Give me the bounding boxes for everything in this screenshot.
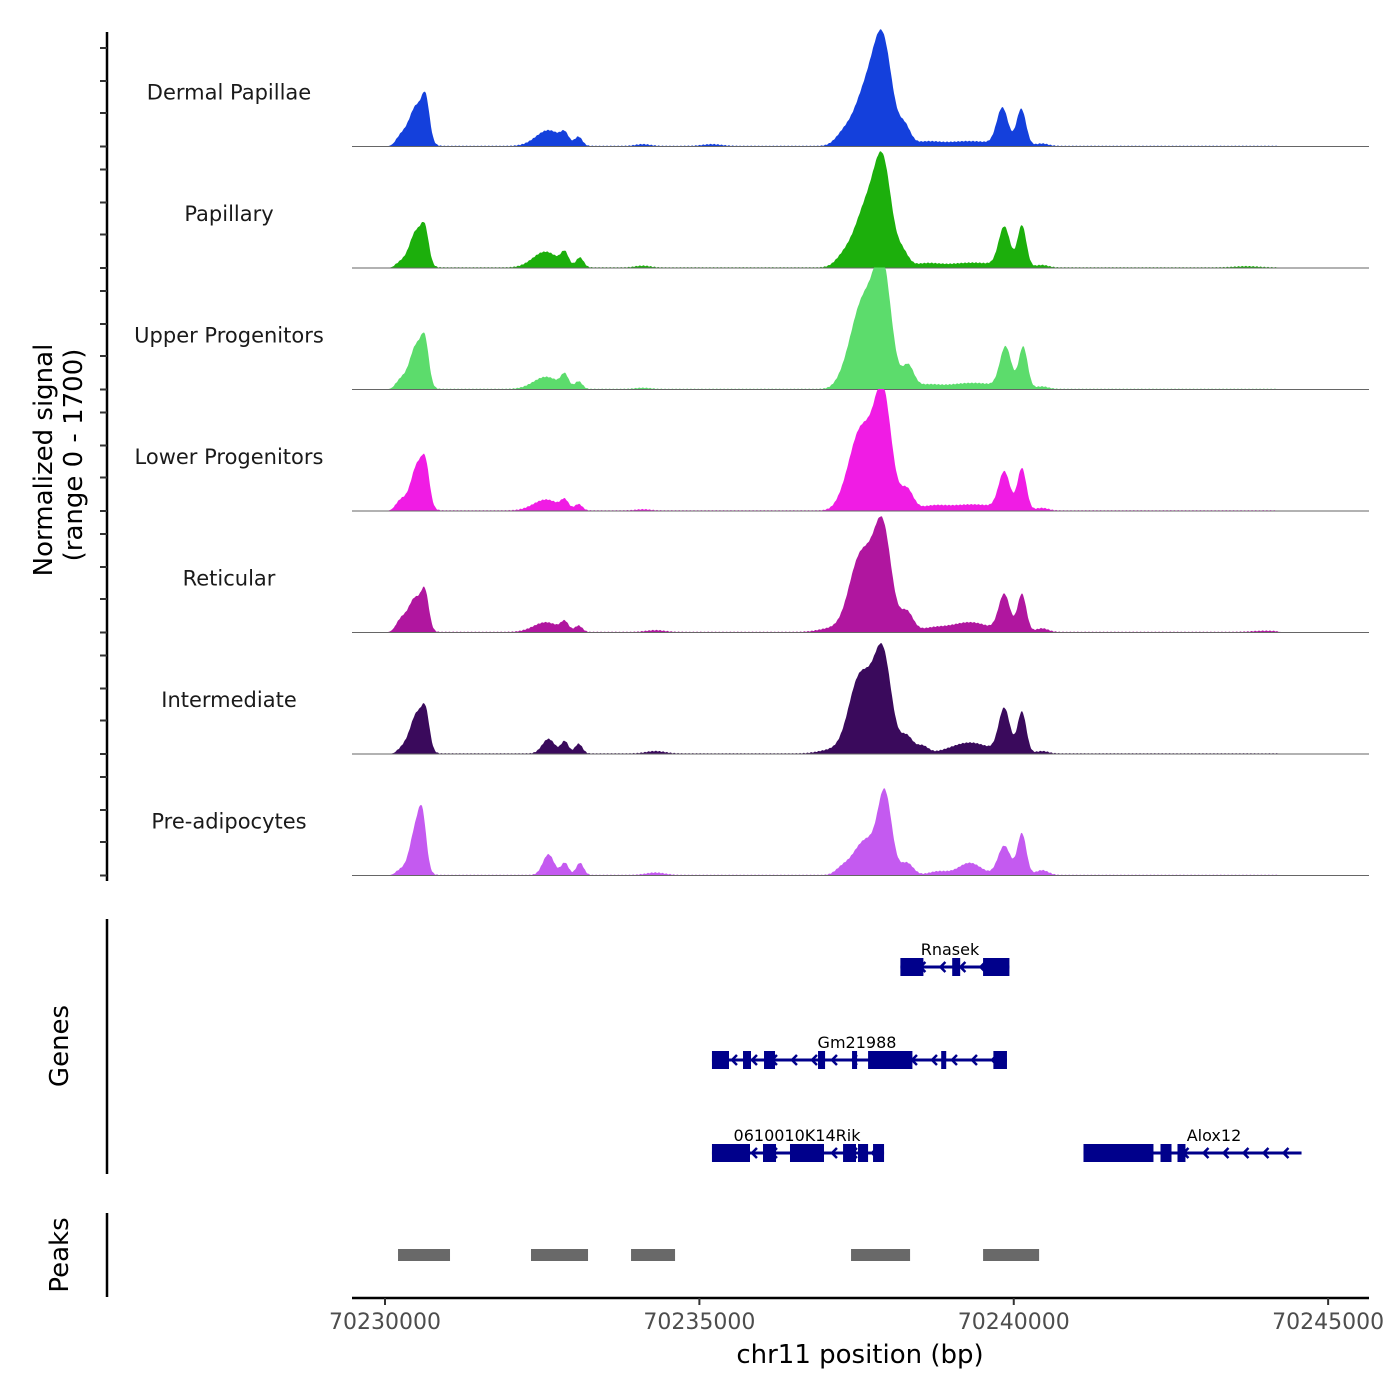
gene-label: Rnasek — [921, 940, 980, 959]
coverage-area-pre-adipocytes — [352, 788, 1369, 876]
coverage-area-upper-progenitors — [352, 267, 1369, 390]
gene-rnasek[interactable]: Rnasek — [900, 940, 1010, 976]
signal-y-axis — [100, 32, 109, 881]
track-label-pre-adipocytes: Pre-adipocytes — [151, 810, 306, 834]
gene-exon — [983, 958, 1010, 976]
track-upper-progenitors — [352, 267, 1369, 390]
strand-arrow-icon — [750, 1054, 758, 1066]
strand-arrow-icon — [830, 1147, 838, 1159]
gene-exon — [711, 1051, 729, 1069]
strand-arrow-icon — [958, 961, 967, 973]
x-tick-label: 70240000 — [958, 1310, 1070, 1335]
strand-arrow-icon — [750, 1147, 758, 1159]
peaks-panel — [398, 1249, 1040, 1261]
strand-arrow-icon — [1241, 1147, 1250, 1159]
gene-label: Gm21988 — [818, 1033, 897, 1052]
gene-0610010k14rik[interactable]: 0610010K14Rik — [711, 1126, 885, 1162]
gene-exon — [993, 1051, 1007, 1069]
strand-arrow-icon — [1221, 1147, 1230, 1159]
peak-region[interactable] — [983, 1249, 1040, 1261]
track-pre-adipocytes — [352, 788, 1369, 876]
strand-arrow-icon — [830, 1054, 838, 1066]
x-tick-label: 70230000 — [329, 1310, 441, 1335]
genes-panel: Rnasek Gm21988 0610010K14Rik Alox12 — [711, 940, 1302, 1162]
gene-exon — [743, 1051, 752, 1069]
peaks-panel-title: Peaks — [45, 1217, 75, 1292]
strand-arrow-icon — [1281, 1147, 1290, 1159]
coverage-panel — [352, 29, 1369, 876]
gene-exon — [843, 1144, 857, 1162]
gene-exon — [952, 958, 961, 976]
strand-arrow-icon — [810, 1054, 818, 1066]
coverage-area-reticular — [352, 516, 1369, 633]
gene-label: Alox12 — [1187, 1126, 1242, 1145]
peak-region[interactable] — [398, 1249, 451, 1261]
gene-exon — [900, 958, 924, 976]
coverage-area-lower-progenitors — [352, 389, 1369, 511]
track-label-intermediate: Intermediate — [161, 688, 297, 712]
gene-exon — [852, 1051, 858, 1069]
track-label-upper-progenitors: Upper Progenitors — [134, 324, 324, 348]
strand-arrow-icon — [1201, 1147, 1210, 1159]
peak-region[interactable] — [631, 1249, 676, 1261]
gene-alox12[interactable]: Alox12 — [1083, 1126, 1302, 1162]
gene-exon — [711, 1144, 750, 1162]
strand-arrow-icon — [950, 1054, 958, 1066]
strand-arrow-icon — [1261, 1147, 1270, 1159]
y-axis-title-line2: (range 0 - 1700) — [59, 349, 89, 562]
gene-exon — [868, 1051, 913, 1069]
x-tick-label: 70245000 — [1272, 1310, 1384, 1335]
track-lower-progenitors — [352, 389, 1369, 512]
track-label-lower-progenitors: Lower Progenitors — [135, 445, 324, 469]
gene-exon — [858, 1144, 869, 1162]
gene-exon — [764, 1051, 776, 1069]
track-labels: Dermal Papillae Papillary Upper Progenitor… — [134, 81, 324, 834]
coverage-area-intermediate — [352, 642, 1369, 754]
track-label-reticular: Reticular — [183, 567, 276, 591]
track-intermediate — [352, 642, 1369, 755]
strand-arrow-icon — [730, 1054, 738, 1066]
gene-exon — [1177, 1144, 1186, 1162]
gene-exon — [873, 1144, 885, 1162]
gene-exon — [818, 1051, 826, 1069]
strand-arrow-icon — [970, 1054, 978, 1066]
peak-region[interactable] — [531, 1249, 589, 1261]
x-axis: 70230000 70235000 70240000 70245000 — [329, 1296, 1384, 1335]
gene-exon — [763, 1144, 777, 1162]
track-reticular — [352, 516, 1369, 633]
gene-label: 0610010K14Rik — [734, 1126, 862, 1145]
gene-exon — [789, 1144, 825, 1162]
gene-exon — [1160, 1144, 1172, 1162]
track-label-dermal-papillae: Dermal Papillae — [147, 81, 311, 105]
strand-arrow-icon — [930, 1054, 938, 1066]
x-tick-label: 70235000 — [643, 1310, 755, 1335]
gene-exon — [941, 1051, 947, 1069]
strand-arrow-icon — [938, 961, 947, 973]
coverage-area-dermal-papillae — [352, 29, 1369, 147]
gene-gm21988[interactable]: Gm21988 — [711, 1033, 1007, 1069]
track-dermal-papillae — [352, 29, 1369, 147]
genes-panel-title: Genes — [45, 1005, 75, 1087]
track-papillary — [352, 151, 1369, 269]
x-axis-title: chr11 position (bp) — [736, 1340, 983, 1370]
track-label-papillary: Papillary — [184, 202, 273, 226]
coverage-area-papillary — [352, 151, 1369, 268]
strand-arrow-icon — [790, 1054, 798, 1066]
peak-region[interactable] — [851, 1249, 911, 1261]
gene-exon — [1083, 1144, 1154, 1162]
y-axis-title-line1: Normalized signal — [29, 344, 59, 577]
